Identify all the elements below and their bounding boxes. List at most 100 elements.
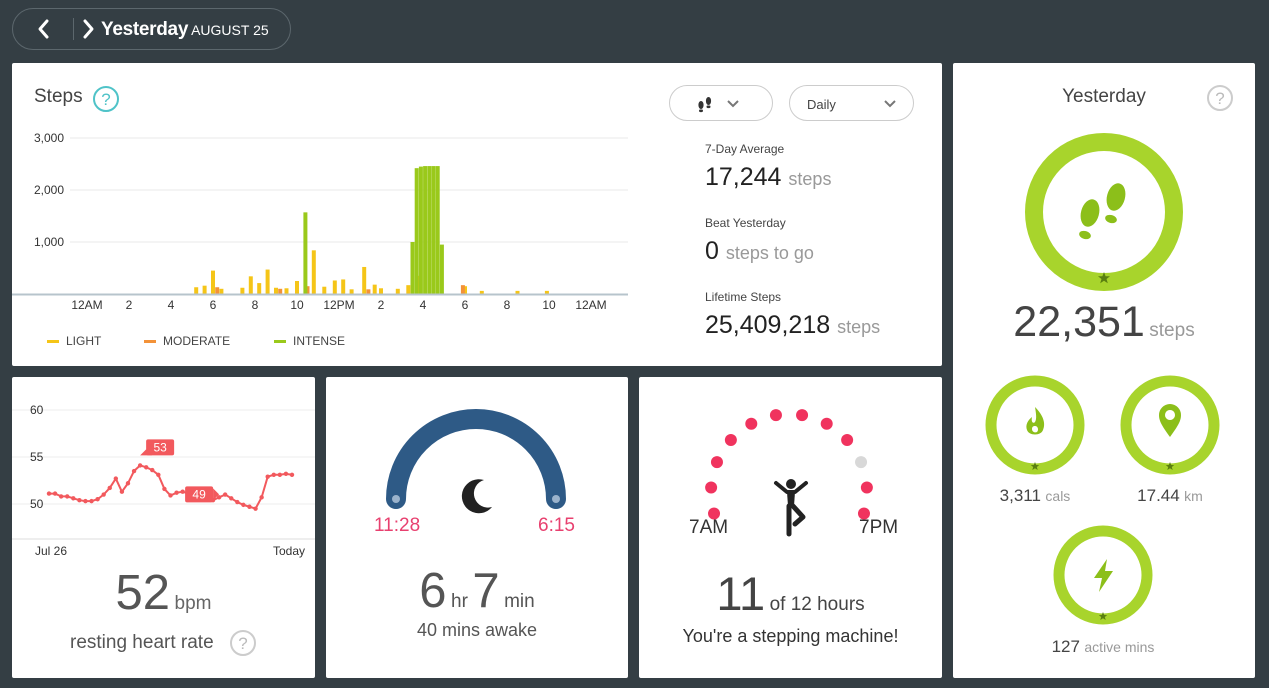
hour-dot-met: [708, 507, 721, 520]
y-tick-label: 50: [30, 497, 44, 511]
bar-light: [406, 285, 411, 294]
sleep-minutes: 7: [472, 564, 500, 618]
hr-point: [107, 485, 112, 491]
hour-dot-met: [841, 433, 854, 446]
stat-number: 17,244: [705, 163, 782, 191]
sleep-hours: 6: [419, 564, 447, 618]
sleep-awake: 40 mins awake: [416, 620, 538, 640]
steps-card: [12, 63, 942, 366]
stat-value: 17,244 steps: [705, 163, 831, 192]
hourly-dots: [705, 409, 873, 537]
sleep-minutes-unit: min: [504, 591, 535, 612]
hr-point: [222, 492, 228, 497]
hr-point: [253, 506, 258, 511]
legend-label: INTENSE: [293, 334, 346, 348]
date-title: Yesterday: [101, 19, 189, 40]
period-select-value: Daily: [807, 97, 836, 112]
metric-unit: cals: [1045, 488, 1071, 504]
steps-unit: steps: [1149, 320, 1195, 341]
x-label-end: Today: [273, 544, 306, 558]
summary-rings: [985, 133, 1220, 625]
legend-swatch: [47, 339, 59, 343]
steps-help-icon[interactable]: ?: [93, 86, 119, 112]
goal-star-icon: [1165, 462, 1175, 470]
summary-help-icon[interactable]: ?: [1207, 85, 1233, 111]
legend-swatch: [144, 339, 156, 343]
goal-star-icon: [1098, 272, 1110, 284]
chevron-down-icon: [884, 100, 896, 108]
x-tick-label: 4: [419, 298, 427, 312]
hour-dot-missed: [855, 456, 868, 469]
svg-text:49: 49: [192, 487, 206, 501]
stat-label: 7-Day Average: [705, 142, 785, 156]
y-tick-label: 60: [30, 403, 44, 417]
hr-point: [113, 476, 119, 481]
hour-dot-met: [705, 481, 718, 494]
hr-point: [235, 499, 240, 505]
hourly-total: of 12 hours: [769, 594, 865, 615]
hr-point: [89, 498, 94, 504]
hr-point: [137, 463, 143, 468]
bar-light: [265, 269, 270, 294]
hr-point: [58, 494, 64, 499]
hr-point: [259, 495, 264, 500]
sleep-start-time: 11:28: [374, 515, 421, 536]
heart-rate-card: [12, 377, 315, 678]
resting-hr-caption: resting heart rate: [70, 632, 214, 653]
bar-light: [479, 290, 484, 294]
goal-star-icon: [1030, 462, 1040, 470]
activity-type-select[interactable]: [669, 85, 773, 121]
metric-value: 127: [1051, 637, 1080, 656]
chevron-right-icon: [83, 19, 94, 39]
legend-label: MODERATE: [163, 334, 231, 348]
bar-light: [257, 283, 262, 294]
hr-point: [101, 492, 106, 497]
sleep-hours-unit: hr: [451, 591, 468, 612]
bar-light: [322, 286, 327, 294]
stat-number: 0: [705, 237, 719, 265]
page-title: Yesterday AUGUST 25: [101, 19, 269, 41]
stat-value: 25,409,218 steps: [705, 311, 880, 340]
hr-callout: 49: [185, 486, 220, 503]
bar-intense: [427, 166, 432, 294]
bar-light: [240, 287, 245, 294]
x-tick-label: 6: [461, 298, 469, 312]
x-tick-label: 10: [290, 298, 304, 312]
hour-dot-met: [860, 481, 873, 494]
hourly-met: 11: [716, 567, 766, 620]
bar-intense: [410, 242, 415, 294]
legend-label: LIGHT: [66, 334, 102, 348]
hour-dot-met: [769, 409, 782, 422]
bar-light: [211, 270, 215, 294]
x-tick-label: 8: [251, 298, 259, 312]
hr-point: [271, 472, 276, 477]
bar-light: [274, 287, 278, 294]
sleep-gauge: [386, 409, 566, 514]
flame-icon: [1026, 407, 1045, 435]
next-day-button[interactable]: [73, 9, 101, 49]
bar-light: [362, 266, 367, 294]
date-navigator: Yesterday AUGUST 25: [12, 8, 291, 50]
y-tick-label: 2,000: [34, 183, 65, 197]
bpm-unit: bpm: [174, 593, 212, 614]
sleep-duration: 6 hr 7 min: [326, 563, 628, 619]
hourly-end: 7PM: [859, 517, 899, 538]
bar-moderate: [278, 288, 283, 294]
heart-help-icon[interactable]: ?: [230, 630, 256, 656]
period-select[interactable]: Daily: [789, 85, 914, 121]
divider: [73, 18, 74, 40]
date-subtitle: AUGUST 25: [191, 22, 269, 38]
x-tick-label: 2: [125, 298, 133, 312]
hr-point: [265, 474, 270, 479]
hr-callout: 53: [140, 439, 175, 456]
previous-day-button[interactable]: [31, 9, 59, 49]
x-tick-label: 10: [542, 298, 556, 312]
y-tick-label: 55: [30, 450, 44, 464]
chevron-left-icon: [38, 19, 49, 39]
stat-label: Lifetime Steps: [705, 290, 782, 304]
y-tick-label: 1,000: [34, 235, 65, 249]
bar-light: [248, 276, 253, 294]
hr-point: [162, 486, 167, 492]
stat-unit: steps to go: [725, 243, 814, 263]
x-tick-label: 8: [503, 298, 511, 312]
